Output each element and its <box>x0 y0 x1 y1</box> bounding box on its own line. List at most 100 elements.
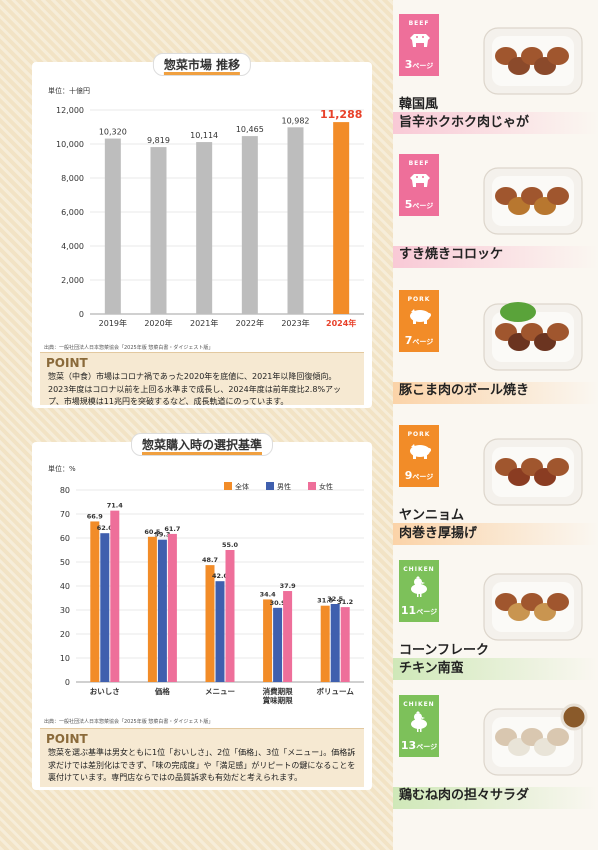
bar <box>273 607 283 682</box>
y-tick-label: 4,000 <box>61 242 84 251</box>
x-tick-label: 2024年 <box>326 318 356 328</box>
pig-icon <box>410 444 431 459</box>
product-item[interactable]: BEEF 5ページすき焼きコロッケ <box>393 154 598 284</box>
product-item[interactable]: PORK 7ページ豚こま肉のボール焼き <box>393 290 598 420</box>
dish-photo <box>483 438 583 506</box>
bar-value-label: 48.7 <box>202 556 218 564</box>
bar-value-label: 32.5 <box>327 595 344 603</box>
bar-value-label: 10,114 <box>190 131 218 140</box>
preference-point-text: 惣菜を選ぶ基準は男女ともに1位「おいしさ」、2位「価格」、3位「メニュー」。価格… <box>48 748 356 782</box>
y-tick-label: 2,000 <box>61 276 84 285</box>
product-name: すき焼きコロッケ <box>399 247 504 262</box>
preference-unit: 単位：% <box>48 465 76 473</box>
bar <box>320 605 330 682</box>
category-tag: PORK 7ページ <box>399 290 439 352</box>
market-point-text: 惣菜（中食）市場はコロナ禍であった2020年を底値に、2021年以降回復傾向。2… <box>48 372 342 406</box>
dish-photo <box>483 573 583 641</box>
cow-icon <box>410 34 430 47</box>
bar <box>167 533 177 682</box>
product-name-band <box>393 112 598 134</box>
x-tick-label: 2019年 <box>99 318 127 328</box>
bar <box>287 127 304 314</box>
y-tick-label: 12,000 <box>56 106 84 115</box>
chicken-icon <box>411 576 427 597</box>
sauce-cup <box>560 703 588 731</box>
bar-value-label: 30.9 <box>270 599 287 607</box>
bar <box>215 581 225 682</box>
category-tag: BEEF 5ページ <box>399 154 439 216</box>
market-unit: 単位：十億円 <box>48 87 90 95</box>
market-point: POINT 惣菜（中食）市場はコロナ禍であった2020年を底値に、2021年以降… <box>40 352 364 406</box>
bar-value-label: 59.3 <box>154 531 170 539</box>
product-name: ヤンニョム <box>399 508 465 523</box>
bar-value-label: 34.4 <box>260 590 277 598</box>
bar <box>330 604 340 682</box>
preference-point-label: POINT <box>46 732 88 746</box>
bar <box>157 539 167 682</box>
bar-value-label: 11,288 <box>320 108 362 121</box>
bar <box>241 136 258 314</box>
market-point-label: POINT <box>46 356 88 370</box>
product-item[interactable]: CHIKEN 13ページ 鶏むね肉の担々サラダ <box>393 695 598 835</box>
market-title: 惣菜市場 推移 <box>152 53 252 76</box>
product-name: 豚こま肉のボール焼き <box>399 383 530 398</box>
category-label: BEEF <box>408 160 430 167</box>
category-tag: CHIKEN 13ページ <box>399 695 439 757</box>
page-value: 7 <box>404 334 413 347</box>
y-tick-label: 80 <box>60 486 70 495</box>
chicken-icon <box>411 711 427 732</box>
category-label: CHIKEN <box>403 701 435 708</box>
legend-swatch <box>224 482 232 490</box>
page-value: 5 <box>404 198 413 211</box>
bar-value-label: 31.8 <box>317 597 334 605</box>
x-tick-label: ボリューム <box>317 686 355 696</box>
bar-value-label: 31.2 <box>337 598 353 606</box>
preference-chart: 0 10 20 30 40 50 60 70 80 全体 男性 女性 66.9 62.0 71.4 おいしさ 6… <box>60 482 364 705</box>
page-value: 11 <box>400 604 417 617</box>
x-tick-label: おいしさ <box>90 687 120 696</box>
x-tick-label: 2021年 <box>190 318 218 328</box>
product-name-band <box>393 658 598 680</box>
bar-value-label: 10,320 <box>99 128 127 137</box>
product-name-band <box>393 382 598 404</box>
bar <box>104 138 121 314</box>
food-piece <box>547 47 569 65</box>
bar <box>90 521 100 682</box>
x-tick-label: 賞味期限 <box>263 695 293 705</box>
y-tick-label: 10,000 <box>56 140 84 149</box>
preference-title: 惣菜購入時の選択基準 <box>130 433 274 456</box>
y-tick-label: 6,000 <box>61 208 84 217</box>
y-tick-label: 0 <box>79 310 84 319</box>
food-piece <box>547 593 569 611</box>
page-suffix: ページ <box>416 743 438 751</box>
page-suffix: ページ <box>412 62 434 70</box>
bar-value-label: 9,819 <box>147 136 170 145</box>
product-item[interactable]: CHIKEN 11ページ コーンフレーク チキン南蛮 <box>393 560 598 690</box>
x-tick-label: 2023年 <box>281 318 309 328</box>
bar <box>147 536 157 682</box>
left-panel: 惣菜市場 推移 単位：十億円 0 2,000 4,000 6,000 8,000 10,0… <box>0 0 393 850</box>
product-item[interactable]: PORK 9ページ ヤンニョム 肉巻き厚揚げ <box>393 425 598 555</box>
product-list: BEEF 3ページ 韓国風 旨辛ホクホク肉じゃが BEEF 5ページ すき焼きコロッケ POR… <box>393 0 598 850</box>
page-value: 13 <box>400 739 417 752</box>
x-tick-label: メニュー <box>205 687 235 696</box>
pig-icon <box>410 309 431 324</box>
bar <box>205 565 215 682</box>
product-name-band <box>393 246 598 268</box>
market-chart: 0 2,000 4,000 6,000 8,000 10,000 12,000 10,320 2… <box>56 106 364 328</box>
x-tick-label: 価格 <box>154 686 170 696</box>
page-number: 5ページ <box>399 198 439 211</box>
category-label: BEEF <box>408 20 430 27</box>
y-tick-label: 8,000 <box>61 174 84 183</box>
product-item[interactable]: BEEF 3ページ 韓国風 旨辛ホクホク肉じゃが <box>393 14 598 144</box>
bar-value-label: 60.5 <box>144 528 161 536</box>
page-suffix: ページ <box>412 338 434 346</box>
market-card: 惣菜市場 推移 単位：十億円 0 2,000 4,000 6,000 8,000 10,0… <box>32 53 372 408</box>
dish-photo <box>483 27 583 95</box>
category-tag: BEEF 3ページ <box>399 14 439 76</box>
food-piece <box>547 187 569 205</box>
bar-value-label: 62.0 <box>97 524 114 532</box>
preference-point: POINT 惣菜を選ぶ基準は男女ともに1位「おいしさ」、2位「価格」、3位「メニ… <box>40 728 364 787</box>
product-name: 韓国風 <box>399 97 439 112</box>
product-name: 肉巻き厚揚げ <box>399 526 478 541</box>
